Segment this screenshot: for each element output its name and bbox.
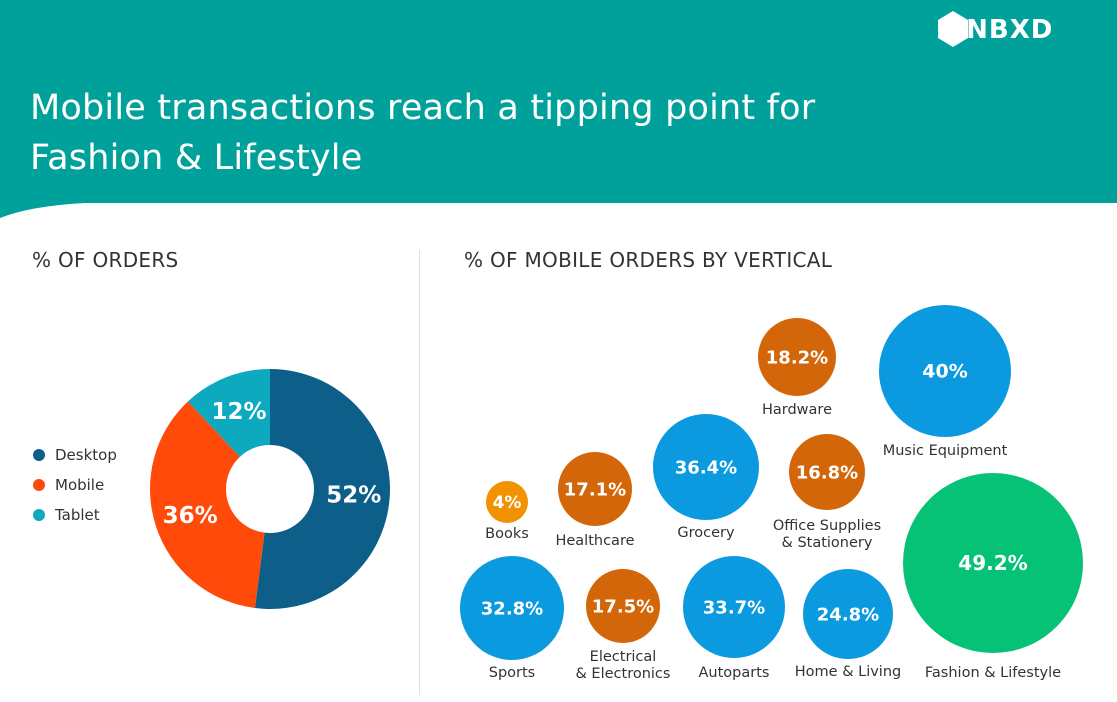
- bubble-label-home-and-living: Home & Living: [795, 664, 901, 680]
- bubble-books: [486, 481, 528, 523]
- page-title-line-1: Mobile transactions reach a tipping poin…: [30, 88, 816, 128]
- donut-value-tablet: 12%: [212, 399, 267, 425]
- bubble-label-healthcare: Healthcare: [555, 533, 634, 549]
- bubble-label-fashion-and-lifestyle: Fashion & Lifestyle: [925, 665, 1061, 681]
- donut-chart: 52% 36% 12%: [150, 369, 390, 609]
- bubble-value-autoparts: 33.7%: [703, 597, 765, 618]
- legend-label-desktop: Desktop: [55, 446, 117, 464]
- bubble-label-office-supplies-and-stationery-line-1: Office Supplies: [773, 518, 881, 534]
- mobile-orders-section-heading: % OF MOBILE ORDERS BY VERTICAL: [464, 248, 833, 272]
- legend-item-desktop: Desktop: [33, 440, 117, 470]
- bubble-label-autoparts: Autoparts: [699, 665, 770, 681]
- legend-label-mobile: Mobile: [55, 476, 105, 494]
- bubble-value-office-supplies-and-stationery: 16.8%: [796, 462, 858, 483]
- donut-slice-tablet: [187, 369, 270, 457]
- section-divider: [419, 250, 420, 695]
- bubble-label-sports: Sports: [489, 665, 535, 681]
- legend-swatch-desktop: [33, 449, 45, 461]
- bubble-music-equipment: [879, 305, 1011, 437]
- bubble-label-grocery: Grocery: [677, 525, 735, 541]
- bubble-value-fashion-and-lifestyle: 49.2%: [958, 551, 1027, 575]
- bubble-value-home-and-living: 24.8%: [817, 604, 879, 625]
- bubble-label-electrical-and-electronics-line-2: & Electronics: [576, 666, 671, 682]
- donut-legend: Desktop Mobile Tablet: [33, 440, 117, 530]
- bubble-value-hardware: 18.2%: [766, 347, 828, 368]
- bubble-value-healthcare: 17.1%: [564, 479, 626, 500]
- bubble-value-electrical-and-electronics: 17.5%: [592, 596, 654, 617]
- bubble-electrical-and-electronics: [586, 569, 660, 643]
- bubble-healthcare: [558, 452, 632, 526]
- legend-item-tablet: Tablet: [33, 500, 117, 530]
- bubble-label-hardware: Hardware: [762, 402, 832, 418]
- bubble-office-supplies-and-stationery: [789, 434, 865, 510]
- bubble-label-music-equipment: Music Equipment: [883, 443, 1008, 459]
- bubble-hardware: [758, 318, 836, 396]
- header-banner: UNBXD Mobile transactions reach a tippin…: [0, 0, 1117, 240]
- bubble-value-books: 4%: [493, 493, 522, 513]
- legend-swatch-tablet: [33, 509, 45, 521]
- bubble-value-sports: 32.8%: [481, 598, 543, 619]
- bubble-value-music-equipment: 40%: [922, 361, 967, 383]
- orders-section-heading: % OF ORDERS: [32, 248, 179, 272]
- legend-item-mobile: Mobile: [33, 470, 117, 500]
- bubble-value-grocery: 36.4%: [675, 457, 737, 478]
- bubble-chart: 4% Books 17.1% Healthcare 36.4% Grocery 18.2% H…: [460, 305, 1083, 682]
- bubble-fashion-and-lifestyle: [903, 473, 1083, 653]
- legend-label-tablet: Tablet: [55, 506, 100, 524]
- header-background: [0, 0, 1117, 218]
- donut-slice-mobile: [150, 401, 265, 609]
- bubble-label-office-supplies-and-stationery-line-2: & Stationery: [782, 535, 873, 551]
- bubble-label-electrical-and-electronics-line-1: Electrical: [590, 649, 657, 665]
- bubble-label-books: Books: [485, 526, 529, 542]
- legend-swatch-mobile: [33, 479, 45, 491]
- brand-logo: UNBXD: [936, 10, 1053, 50]
- bubble-sports: [460, 556, 564, 660]
- donut-slice-desktop: [254, 369, 390, 609]
- hexagon-icon: [938, 11, 968, 47]
- page-title-line-2: Fashion & Lifestyle: [30, 138, 363, 178]
- donut-value-mobile: 36%: [163, 503, 218, 529]
- bubble-autoparts: [683, 556, 785, 658]
- bubble-grocery: [653, 414, 759, 520]
- donut-value-desktop: 52%: [326, 482, 381, 508]
- bubble-home-and-living: [803, 569, 893, 659]
